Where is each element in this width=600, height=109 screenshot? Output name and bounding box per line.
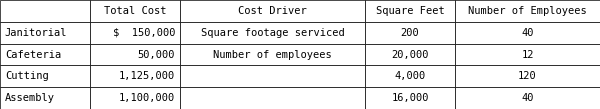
Bar [455, 44, 600, 65]
Bar [0, 0, 90, 22]
Bar [180, 87, 365, 109]
Bar [90, 22, 180, 44]
Text: 40: 40 [521, 28, 534, 38]
Bar [180, 0, 365, 22]
Text: 1,100,000: 1,100,000 [119, 93, 175, 103]
Bar [180, 65, 365, 87]
Bar [90, 87, 180, 109]
Text: 50,000: 50,000 [138, 49, 175, 60]
Bar [365, 65, 455, 87]
Bar [0, 65, 90, 87]
Text: 1,125,000: 1,125,000 [119, 71, 175, 81]
Bar [365, 22, 455, 44]
Bar [90, 0, 180, 22]
Text: 40: 40 [521, 93, 534, 103]
Bar [90, 65, 180, 87]
Text: Cost Driver: Cost Driver [238, 6, 307, 16]
Bar [90, 44, 180, 65]
Bar [455, 65, 600, 87]
Text: 20,000: 20,000 [391, 49, 429, 60]
Text: $  150,000: $ 150,000 [113, 28, 175, 38]
Bar [455, 22, 600, 44]
Text: Number of employees: Number of employees [213, 49, 332, 60]
Bar [455, 0, 600, 22]
Bar [0, 44, 90, 65]
Bar [455, 87, 600, 109]
Text: Janitorial: Janitorial [5, 28, 67, 38]
Bar [365, 44, 455, 65]
Text: 16,000: 16,000 [391, 93, 429, 103]
Bar [365, 87, 455, 109]
Text: 200: 200 [401, 28, 419, 38]
Text: 4,000: 4,000 [394, 71, 425, 81]
Text: Cafeteria: Cafeteria [5, 49, 61, 60]
Text: Cutting: Cutting [5, 71, 49, 81]
Text: Assembly: Assembly [5, 93, 55, 103]
Text: Number of Employees: Number of Employees [468, 6, 587, 16]
Bar [0, 22, 90, 44]
Bar [0, 87, 90, 109]
Text: Total Cost: Total Cost [104, 6, 166, 16]
Text: 120: 120 [518, 71, 537, 81]
Bar [180, 44, 365, 65]
Bar [365, 0, 455, 22]
Bar [180, 22, 365, 44]
Text: Square footage serviced: Square footage serviced [200, 28, 344, 38]
Text: 12: 12 [521, 49, 534, 60]
Text: Square Feet: Square Feet [376, 6, 445, 16]
